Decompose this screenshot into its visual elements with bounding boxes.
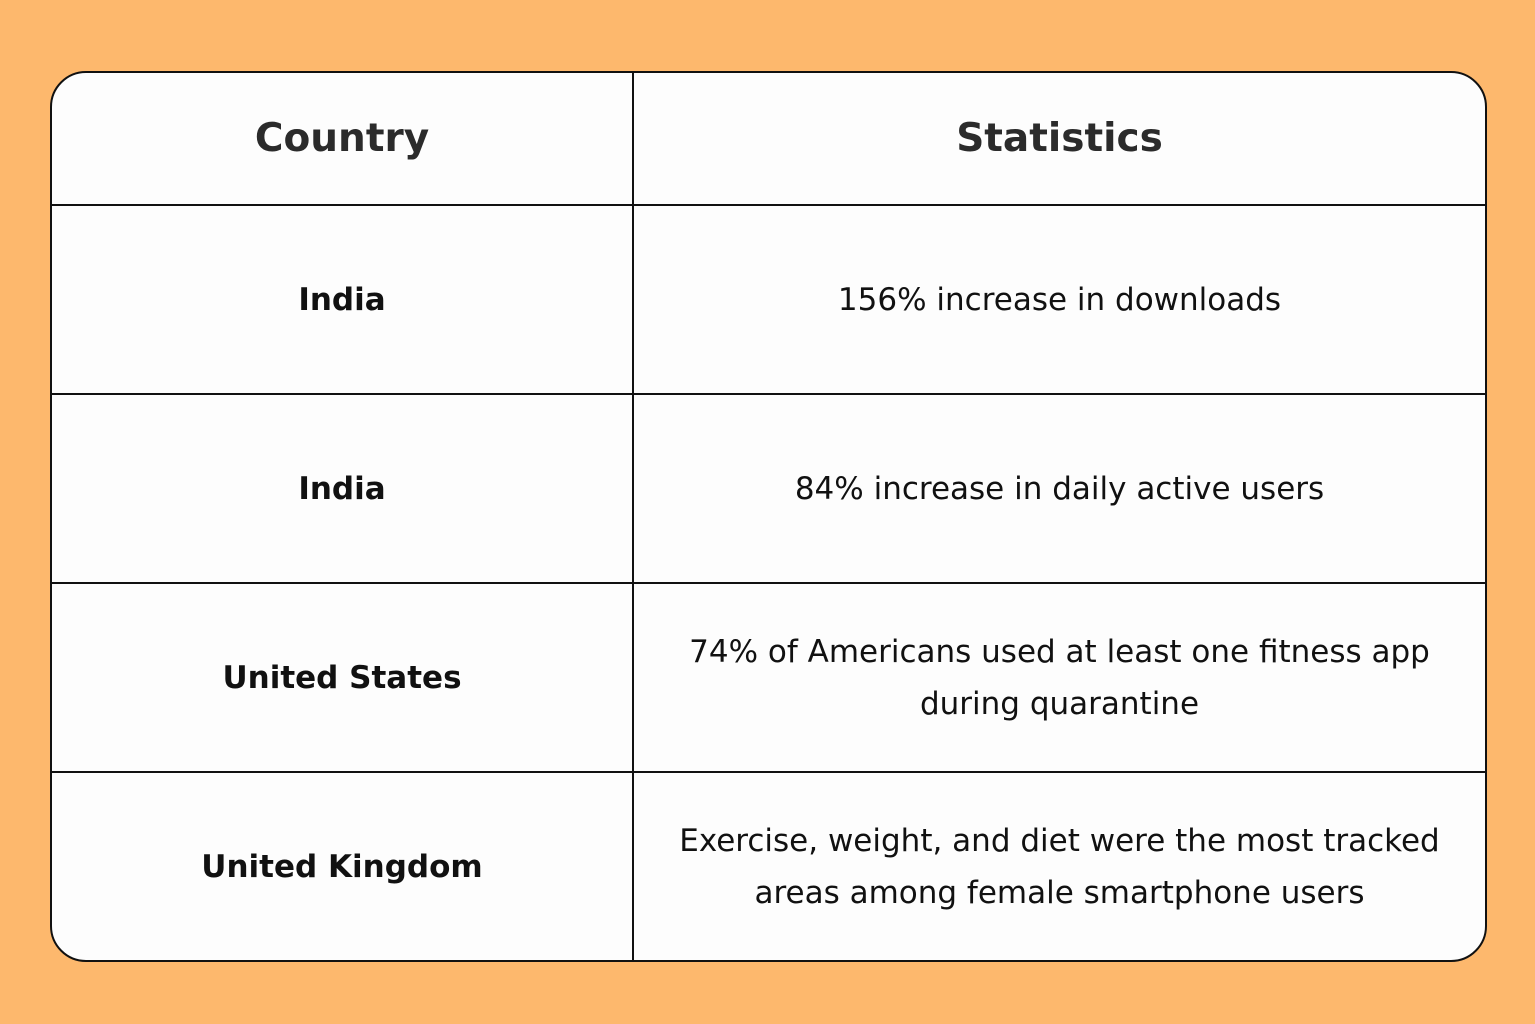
table-row: United Kingdom Exercise, weight, and die… bbox=[52, 773, 1485, 960]
header-statistics: Statistics bbox=[956, 116, 1163, 161]
country-cell: United Kingdom bbox=[52, 773, 634, 960]
header-country: Country bbox=[52, 73, 634, 204]
table-body: Country Statistics India 156% increase i… bbox=[52, 73, 1485, 960]
statistic-cell: 156% increase in downloads bbox=[837, 281, 1282, 318]
table-row: India 156% increase in downloads bbox=[52, 206, 1485, 395]
table-row: India 84% increase in daily active users bbox=[52, 395, 1485, 584]
country-cell: India bbox=[52, 206, 634, 393]
table-row: United States 74% of Americans used at l… bbox=[52, 584, 1485, 773]
country-cell: India bbox=[52, 395, 634, 582]
statistics-table: Country Statistics India 156% increase i… bbox=[50, 71, 1487, 962]
country-cell: United States bbox=[52, 584, 634, 771]
statistic-cell: 74% of Americans used at least one fitne… bbox=[689, 633, 1430, 722]
table-header-row: Country Statistics bbox=[52, 73, 1485, 206]
statistic-cell: 84% increase in daily active users bbox=[794, 470, 1325, 507]
statistic-cell: Exercise, weight, and diet were the most… bbox=[679, 822, 1440, 911]
